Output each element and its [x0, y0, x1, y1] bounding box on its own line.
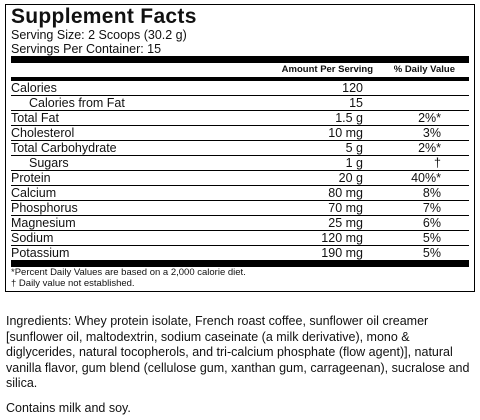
footnote: † Daily value not established. [11, 278, 135, 289]
spacer [441, 111, 469, 125]
title: Supplement Facts [11, 5, 197, 28]
nutrient-table: Calories 120 Calories from Fat 15 Total Fat 1… [11, 81, 469, 260]
nutrient-name: Magnesium [11, 216, 76, 230]
nutrient-name: Phosphorus [11, 201, 78, 215]
amount: 10 mg [328, 126, 363, 140]
daily-value: 7% [422, 201, 441, 215]
spacer [441, 156, 469, 170]
nutrient-name: Calcium [11, 186, 57, 200]
spacer [441, 246, 469, 260]
nutrient-name: Total Fat [11, 111, 59, 125]
serving-size: Serving Size: 2 Scoops (30.2 g) [11, 28, 187, 42]
nutrient-name: Potassium [11, 246, 70, 260]
spacer [441, 81, 469, 95]
spacer [441, 96, 469, 110]
amount: 120 [342, 81, 363, 95]
nutrient-row: Cholesterol 10 mg 3% [11, 126, 469, 141]
column-label: % Daily Value [393, 64, 455, 75]
amount: 190 mg [321, 246, 363, 260]
spacer [441, 201, 469, 215]
blank-cell [363, 96, 441, 110]
column-header: Amount Per Serving % Daily Value [11, 63, 469, 77]
nutrient-name: Cholesterol [11, 126, 75, 140]
nutrient-name: Calories from Fat [29, 96, 125, 110]
amount: 120 mg [321, 231, 363, 245]
nutrient-row: Calcium 80 mg 8% [11, 186, 469, 201]
nutrient-name: Total Carbohydrate [11, 141, 117, 155]
daily-value: 3% [422, 126, 441, 140]
nutrient-row: Calories from Fat 15 [11, 96, 469, 111]
amount: 1.5 g [335, 111, 363, 125]
spacer [441, 171, 469, 185]
supplement-facts-panel: Supplement Facts Serving Size: 2 Scoops … [5, 4, 475, 292]
nutrient-row: Sugars 1 g † [11, 156, 469, 171]
nutrient-row: Total Fat 1.5 g 2%* [11, 111, 469, 126]
spacer [441, 186, 469, 200]
nutrient-name: Sodium [11, 231, 54, 245]
daily-value: 40%* [411, 171, 441, 185]
daily-value: 2%* [418, 141, 441, 155]
amount: 5 g [345, 141, 363, 155]
footnote: *Percent Daily Values are based on a 2,0… [11, 267, 246, 278]
divider [11, 56, 469, 63]
nutrient-row: Protein 20 g 40%* [11, 171, 469, 186]
nutrient-row: Calories 120 [11, 81, 469, 96]
daily-value: 2%* [418, 111, 441, 125]
spacer [441, 141, 469, 155]
allergen-statement: Contains milk and soy. [6, 401, 131, 415]
divider [11, 260, 469, 267]
daily-value: 5% [422, 246, 441, 260]
spacer [441, 126, 469, 140]
amount: 20 g [338, 171, 363, 185]
daily-value: 5% [422, 231, 441, 245]
nutrient-name: Calories [11, 81, 57, 95]
nutrient-row: Phosphorus 70 mg 7% [11, 201, 469, 216]
daily-value: 6% [422, 216, 441, 230]
nutrient-name: Protein [11, 171, 51, 185]
column-label: Amount Per Serving [281, 64, 373, 75]
nutrient-row: Magnesium 25 mg 6% [11, 216, 469, 231]
amount: 15 [349, 96, 363, 110]
divider [11, 77, 469, 81]
nutrient-row: Sodium 120 mg 5% [11, 231, 469, 246]
amount: 25 mg [328, 216, 363, 230]
spacer [441, 231, 469, 245]
spacer [441, 216, 469, 230]
amount: 80 mg [328, 186, 363, 200]
nutrient-row: Total Carbohydrate 5 g 2%* [11, 141, 469, 156]
blank-cell [363, 81, 441, 95]
servings-per-container: Servings Per Container: 15 [11, 42, 162, 56]
daily-value: 8% [422, 186, 441, 200]
amount: 70 mg [328, 201, 363, 215]
amount: 1 g [345, 156, 363, 170]
nutrient-name: Sugars [29, 156, 69, 170]
daily-value: † [434, 156, 441, 170]
ingredients: Ingredients: Whey protein isolate, Frenc… [6, 314, 470, 390]
nutrient-row: Potassium 190 mg 5% [11, 246, 469, 260]
